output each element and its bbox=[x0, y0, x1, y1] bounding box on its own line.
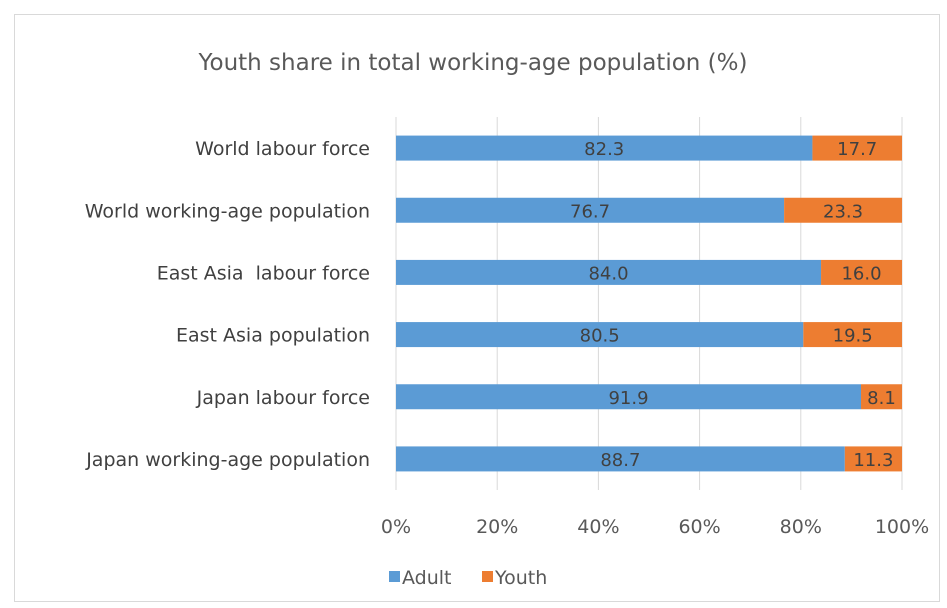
legend-label-adult: Adult bbox=[402, 567, 452, 589]
data-label: 88.7 bbox=[600, 450, 640, 471]
legend-swatch-youth bbox=[482, 571, 493, 582]
data-label: 19.5 bbox=[833, 326, 873, 347]
bar-adult bbox=[396, 259, 822, 285]
category-label: World labour force bbox=[195, 138, 370, 160]
x-tick-label: 100% bbox=[875, 516, 929, 538]
bar-youth bbox=[784, 197, 902, 223]
x-tick-label: 20% bbox=[476, 516, 518, 538]
data-label: 17.7 bbox=[837, 139, 877, 160]
x-tick-label: 40% bbox=[577, 516, 619, 538]
legend: Adult Youth bbox=[389, 567, 547, 589]
gridlines bbox=[395, 117, 903, 490]
category-label: World working-age population bbox=[85, 200, 370, 222]
bar-youth bbox=[812, 135, 902, 161]
data-label: 82.3 bbox=[584, 139, 624, 160]
bar-youth bbox=[844, 446, 902, 472]
bar-youth bbox=[803, 322, 902, 348]
data-label: 8.1 bbox=[867, 388, 896, 409]
data-label: 84.0 bbox=[588, 263, 628, 284]
data-label: 16.0 bbox=[841, 263, 881, 284]
legend-swatch-adult bbox=[389, 571, 400, 582]
bar-adult bbox=[396, 135, 813, 161]
category-label: Japan working-age population bbox=[85, 449, 370, 471]
bar-adult bbox=[396, 384, 862, 410]
data-label: 76.7 bbox=[570, 201, 610, 222]
bar-adult bbox=[396, 322, 804, 348]
bar-youth bbox=[821, 259, 902, 285]
data-label: 11.3 bbox=[853, 450, 893, 471]
data-label: 91.9 bbox=[608, 388, 648, 409]
x-axis-tick-labels: 0% 20% 40% 60% 80% 100% bbox=[381, 516, 929, 538]
data-label: 23.3 bbox=[823, 201, 863, 222]
data-label: 80.5 bbox=[580, 326, 620, 347]
chart-title: Youth share in total working-age populat… bbox=[198, 50, 748, 76]
category-label: East Asia labour force bbox=[157, 262, 370, 284]
bar-series: 82.3 17.7 76.7 23.3 84.0 16.0 80.5 19.5 91.9 8.1 8… bbox=[396, 135, 902, 472]
legend-label-youth: Youth bbox=[494, 567, 547, 589]
x-tick-label: 60% bbox=[678, 516, 720, 538]
bar-adult bbox=[396, 197, 785, 223]
category-label: Japan labour force bbox=[196, 387, 370, 409]
bar-adult bbox=[396, 446, 845, 472]
chart-frame bbox=[14, 14, 940, 602]
category-label: East Asia population bbox=[176, 325, 370, 347]
x-tick-label: 80% bbox=[780, 516, 822, 538]
bar-youth bbox=[861, 384, 902, 410]
x-tick-label: 0% bbox=[381, 516, 411, 538]
category-labels: World labour force World working-age popu… bbox=[85, 138, 370, 471]
